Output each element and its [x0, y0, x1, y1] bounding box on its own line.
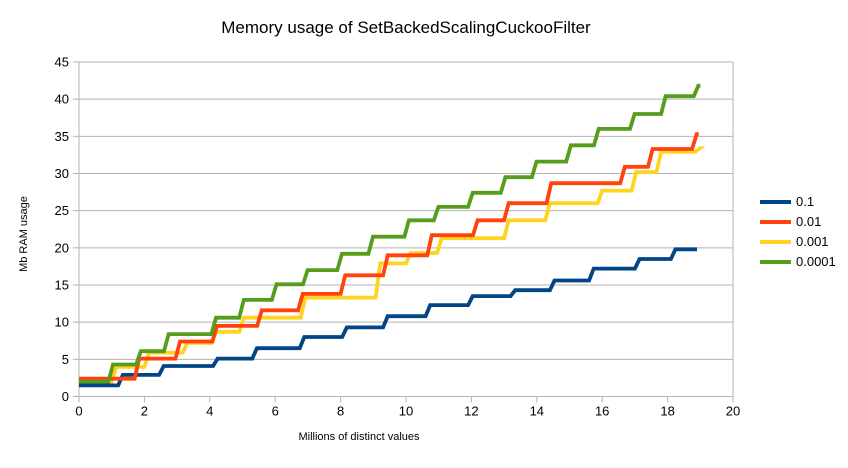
- series-line-0.0001: [79, 83, 701, 384]
- y-tick-label: 45: [55, 55, 69, 70]
- series-line-0.1: [79, 247, 697, 388]
- x-tick-label: 4: [206, 404, 213, 419]
- x-tick-label: 12: [464, 404, 478, 419]
- x-tick-label: 2: [141, 404, 148, 419]
- x-axis-title: Millions of distinct values: [298, 431, 420, 443]
- y-axis-title: Mb RAM usage: [18, 196, 30, 272]
- y-tick-label: 40: [55, 92, 69, 107]
- legend-label: 0.001: [796, 234, 829, 249]
- series-line-0.01: [79, 132, 699, 381]
- y-tick-label: 5: [62, 352, 69, 367]
- legend-label: 0.1: [796, 194, 815, 209]
- legend-item: 0.0001: [760, 254, 836, 269]
- y-tick-label: 35: [55, 129, 69, 144]
- x-tick-label: 14: [530, 404, 544, 419]
- legend-item: 0.001: [760, 234, 836, 249]
- x-tick-label: 16: [595, 404, 609, 419]
- chart-title: Memory usage of SetBackedScalingCuckooFi…: [221, 18, 591, 37]
- legend-swatch-icon: [760, 259, 791, 264]
- x-tick-label: 8: [337, 404, 344, 419]
- series-line-0.001: [79, 146, 706, 384]
- legend-swatch-icon: [760, 239, 791, 244]
- x-tick-label: 20: [726, 404, 740, 419]
- legend-swatch-icon: [760, 219, 791, 224]
- legend-item: 0.1: [760, 194, 836, 209]
- y-tick-label: 25: [55, 203, 69, 218]
- x-tick-label: 6: [272, 404, 279, 419]
- y-tick-label: 20: [55, 240, 69, 255]
- x-tick-label: 18: [660, 404, 674, 419]
- legend-label: 0.0001: [796, 254, 836, 269]
- y-tick-label: 15: [55, 278, 69, 293]
- legend-label: 0.01: [796, 214, 822, 229]
- legend-swatch-icon: [760, 199, 791, 204]
- x-tick-label: 0: [75, 404, 82, 419]
- x-tick-label: 10: [399, 404, 413, 419]
- y-tick-label: 30: [55, 166, 69, 181]
- legend-item: 0.01: [760, 214, 836, 229]
- y-tick-label: 10: [55, 315, 69, 330]
- legend: 0.1 0.01 0.001 0.0001: [760, 194, 836, 269]
- y-tick-label: 0: [62, 389, 69, 404]
